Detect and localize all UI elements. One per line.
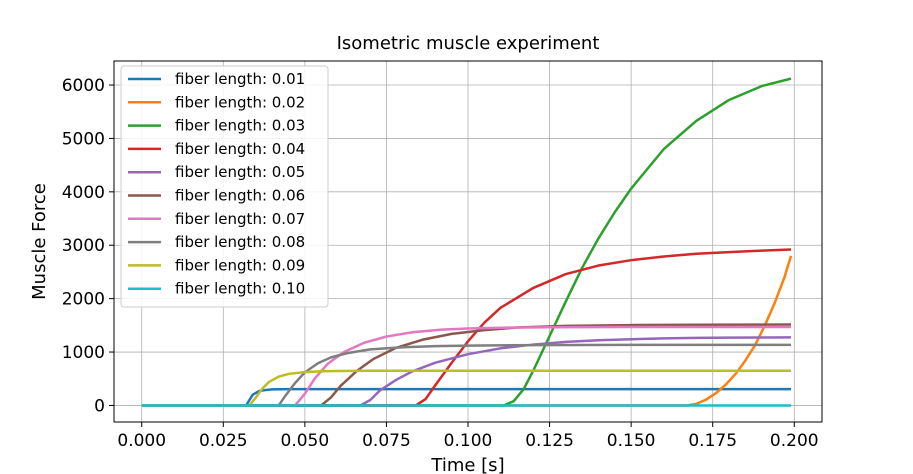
x-tick-label: 0.100 xyxy=(444,431,493,451)
legend-box xyxy=(120,65,329,308)
legend-label: fiber length: 0.07 xyxy=(175,210,305,228)
legend-label: fiber length: 0.08 xyxy=(175,233,305,251)
legend-label: fiber length: 0.01 xyxy=(175,70,305,88)
x-tick-label: 0.025 xyxy=(199,431,248,451)
x-tick-label: 0.000 xyxy=(117,431,166,451)
x-axis: 0.000 0.025 0.050 0.075 0.100 0.125 0.150 0.175… xyxy=(117,422,819,451)
series-line-2 xyxy=(141,255,793,407)
y-tick-label: 4000 xyxy=(62,183,105,203)
series-line-8 xyxy=(141,343,791,407)
y-tick-label: 1000 xyxy=(62,343,105,363)
legend-label: fiber length: 0.06 xyxy=(175,187,305,205)
series-line-5 xyxy=(141,336,792,407)
legend-label: fiber length: 0.09 xyxy=(175,256,305,274)
x-tick-label: 0.075 xyxy=(362,431,411,451)
x-axis-label: Time [s] xyxy=(430,455,504,474)
series-line-1 xyxy=(141,387,791,407)
y-tick-label: 3000 xyxy=(62,236,105,256)
legend-label: fiber length: 0.03 xyxy=(175,117,305,135)
x-tick-label: 0.050 xyxy=(281,431,330,451)
chart-title: Isometric muscle experiment xyxy=(337,33,600,54)
legend-label: fiber length: 0.10 xyxy=(175,280,305,298)
x-tick-label: 0.200 xyxy=(770,431,819,451)
series-layer xyxy=(141,77,793,407)
legend-label: fiber length: 0.02 xyxy=(175,93,305,111)
x-tick-label: 0.175 xyxy=(688,431,737,451)
y-axis-label: Muscle Force xyxy=(29,183,50,300)
legend: fiber length: 0.01 fiber length: 0.02 fibe… xyxy=(120,65,329,308)
series-line-6 xyxy=(141,323,792,407)
legend-label: fiber length: 0.04 xyxy=(175,140,305,158)
y-tick-label: 0 xyxy=(94,396,105,416)
series-line-7 xyxy=(141,325,791,407)
y-axis: 0 1000 2000 3000 4000 5000 6000 xyxy=(62,76,114,416)
y-tick-label: 6000 xyxy=(62,76,105,96)
x-tick-label: 0.150 xyxy=(607,431,656,451)
series-line-4 xyxy=(141,248,792,407)
series-line-9 xyxy=(141,369,791,407)
y-tick-label: 5000 xyxy=(62,129,105,149)
x-tick-label: 0.125 xyxy=(525,431,574,451)
series-line-3 xyxy=(141,77,792,407)
y-tick-label: 2000 xyxy=(62,290,105,310)
legend-label: fiber length: 0.05 xyxy=(175,163,305,181)
